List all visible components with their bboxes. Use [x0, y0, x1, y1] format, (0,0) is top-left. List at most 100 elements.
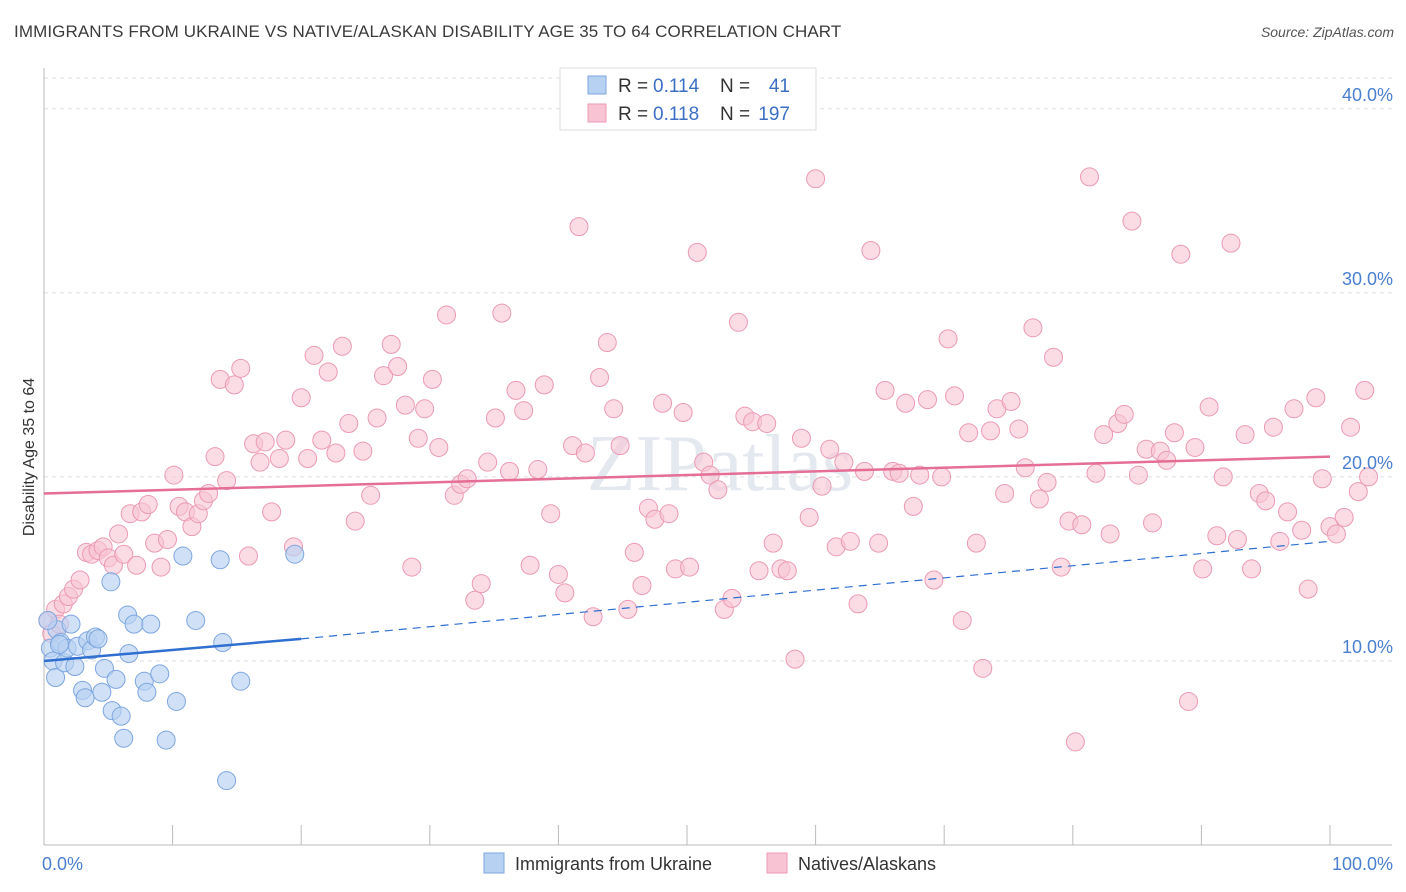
point-natives-145 — [1001, 391, 1021, 411]
point-natives-137 — [944, 386, 964, 406]
x-tick-label-start: 0.0% — [42, 854, 83, 874]
point-natives-37 — [250, 452, 270, 472]
point-natives-157 — [1086, 463, 1106, 483]
point-natives-158 — [1094, 425, 1114, 445]
point-ukraine-37 — [231, 671, 251, 691]
point-natives-63 — [429, 437, 449, 457]
point-natives-172 — [1193, 559, 1213, 579]
point-natives-165 — [1143, 513, 1163, 533]
point-ukraine-18 — [101, 572, 121, 592]
point-natives-131 — [903, 496, 923, 516]
point-ukraine-29 — [150, 664, 170, 684]
point-natives-122 — [840, 531, 860, 551]
point-natives-88 — [604, 399, 624, 419]
point-natives-48 — [326, 443, 346, 463]
point-natives-87 — [597, 333, 617, 353]
point-natives-100 — [687, 242, 707, 262]
legend-swatch-pink — [587, 103, 607, 123]
point-ukraine-20 — [106, 669, 126, 689]
point-natives-34 — [231, 358, 251, 378]
point-natives-73 — [500, 461, 520, 481]
point-natives-113 — [777, 561, 797, 581]
point-natives-148 — [1023, 318, 1043, 338]
point-natives-81 — [555, 583, 575, 603]
point-natives-138 — [952, 610, 972, 630]
point-natives-52 — [353, 441, 373, 461]
point-natives-177 — [1227, 529, 1247, 549]
point-natives-30 — [205, 447, 225, 467]
point-natives-54 — [367, 408, 387, 428]
legend-n-value-1: 41 — [769, 76, 790, 97]
point-natives-86 — [590, 368, 610, 388]
point-natives-134 — [924, 570, 944, 590]
point-ukraine-30 — [156, 730, 176, 750]
y-tick-label-10: 10.0% — [1342, 637, 1393, 657]
point-ukraine-33 — [186, 610, 206, 630]
point-natives-103 — [708, 480, 728, 500]
point-natives-110 — [757, 414, 777, 434]
point-natives-95 — [653, 393, 673, 413]
point-natives-51 — [345, 511, 365, 531]
point-natives-68 — [465, 590, 485, 610]
legend-r-label-2: R = — [618, 104, 648, 125]
legend-n-value-2: 197 — [758, 104, 790, 125]
point-natives-126 — [869, 533, 889, 553]
point-natives-178 — [1235, 425, 1255, 445]
legend-n-label-1: N = — [720, 76, 750, 97]
trend-ukraine — [43, 637, 302, 663]
point-natives-62 — [422, 369, 442, 389]
point-natives-146 — [1009, 419, 1029, 439]
point-natives-161 — [1114, 404, 1134, 424]
legend-r-value-2: 0.118 — [653, 104, 699, 125]
point-natives-106 — [728, 312, 748, 332]
point-natives-47 — [318, 362, 338, 382]
series-natives-points — [38, 167, 1379, 752]
point-natives-43 — [291, 388, 311, 408]
point-ukraine-40 — [285, 544, 305, 564]
point-natives-174 — [1207, 526, 1227, 546]
point-natives-141 — [973, 658, 993, 678]
point-ukraine-31 — [166, 691, 186, 711]
point-ukraine-28 — [141, 614, 161, 634]
point-natives-96 — [659, 504, 679, 524]
point-natives-139 — [959, 423, 979, 443]
point-natives-116 — [799, 507, 819, 527]
point-natives-129 — [889, 463, 909, 483]
point-natives-67 — [457, 469, 477, 489]
point-ukraine-39 — [49, 634, 69, 654]
point-natives-191 — [1326, 524, 1346, 544]
point-natives-151 — [1044, 347, 1064, 367]
point-natives-59 — [402, 557, 422, 577]
point-natives-46 — [312, 430, 332, 450]
point-natives-44 — [298, 449, 318, 468]
point-natives-14 — [109, 524, 129, 544]
point-natives-111 — [763, 533, 783, 553]
point-natives-147 — [1015, 458, 1035, 478]
point-ukraine-8 — [65, 656, 85, 676]
legend-bottom-swatch-blue — [483, 852, 505, 874]
source-note: Source: ZipAtlas.com — [1260, 24, 1394, 40]
point-natives-38 — [255, 432, 275, 452]
point-natives-7 — [70, 570, 90, 590]
point-ukraine-21 — [111, 706, 131, 726]
point-natives-57 — [388, 356, 408, 376]
point-natives-175 — [1213, 467, 1233, 487]
point-natives-182 — [1263, 417, 1283, 437]
point-natives-194 — [1348, 482, 1368, 502]
point-natives-74 — [506, 380, 526, 400]
point-natives-181 — [1256, 491, 1276, 511]
point-natives-15 — [114, 544, 134, 564]
point-natives-188 — [1306, 388, 1326, 408]
point-natives-173 — [1199, 397, 1219, 417]
point-natives-186 — [1292, 520, 1312, 540]
point-natives-35 — [238, 546, 258, 566]
trend-lines — [43, 455, 1331, 663]
point-natives-109 — [749, 561, 769, 581]
point-natives-140 — [966, 533, 986, 553]
point-natives-60 — [408, 428, 428, 448]
point-natives-176 — [1221, 233, 1241, 253]
point-natives-80 — [548, 564, 568, 584]
point-natives-169 — [1171, 244, 1191, 264]
point-natives-150 — [1037, 472, 1057, 492]
point-natives-58 — [395, 395, 415, 415]
